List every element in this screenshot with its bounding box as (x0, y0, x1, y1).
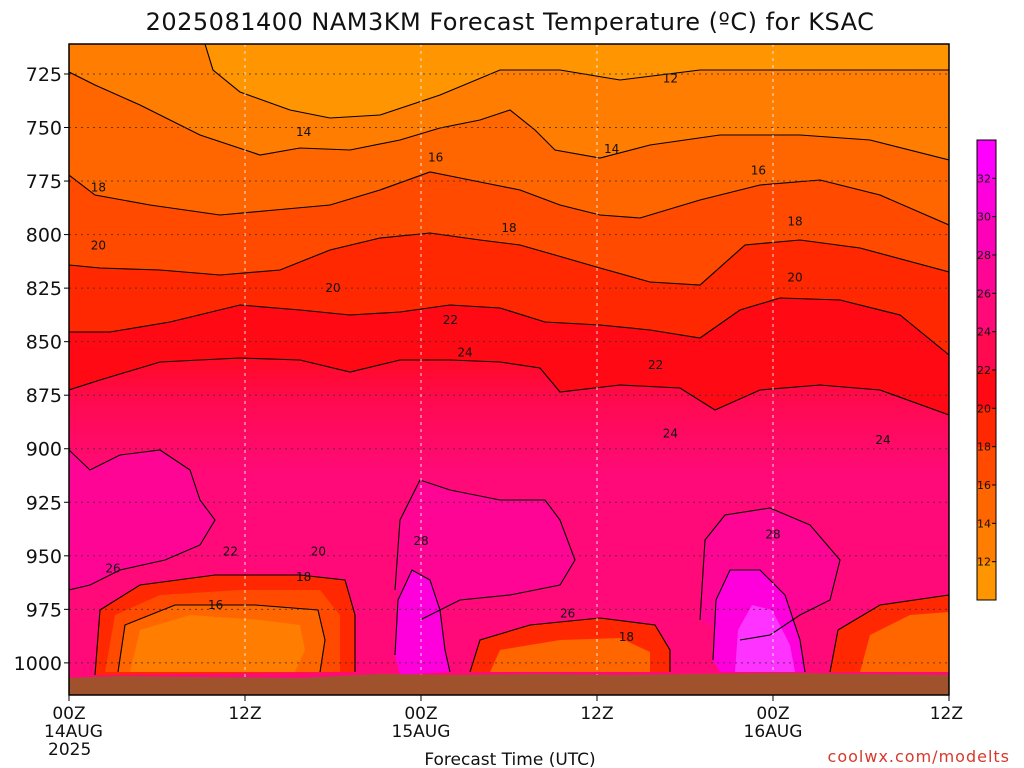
contour-label: 14 (296, 125, 311, 139)
colorbar-swatch (977, 561, 996, 601)
band-magenta-mid (395, 480, 575, 620)
x-tick-label: 00Z (52, 704, 85, 724)
colorbar-swatch (977, 446, 996, 486)
colorbar: 12 14 16 18 20 22 24 26 28 30 32 (976, 139, 997, 601)
contour-label: 20 (325, 281, 340, 295)
gridlines (69, 44, 949, 695)
band-orange-2 (69, 44, 949, 160)
band-warm-pocket-right-2 (860, 612, 949, 672)
y-tick-label: 900 (26, 439, 62, 461)
colorbar-label: 26 (977, 287, 991, 300)
colorbar-label: 12 (977, 556, 991, 569)
y-tick-label: 850 (26, 332, 62, 354)
contour-label: 24 (457, 345, 472, 359)
credit-text: coolwx.com/modelts (828, 747, 1010, 766)
colorbar-swatch (977, 408, 996, 448)
contour-label: 20 (91, 238, 106, 252)
x-date-label: 14AUG (44, 722, 103, 742)
terrain-ground (69, 673, 949, 695)
colorbar-swatch (977, 293, 996, 333)
y-tick-label: 775 (26, 171, 62, 193)
band-red-orange (69, 172, 949, 285)
contour-label: 12 (663, 71, 678, 85)
y-tick-label: 950 (26, 546, 62, 568)
colorbar-swatch (977, 485, 996, 524)
y-tick-label: 975 (26, 599, 62, 621)
contour-label: 18 (619, 630, 634, 644)
contour-label: 22 (223, 545, 238, 559)
y-axis: 725 750 775 800 825 850 875 900 925 950 975 1000 (14, 64, 69, 675)
colorbar-swatch (977, 140, 996, 179)
contour-label: 18 (787, 215, 802, 229)
colorbar-label: 24 (977, 326, 991, 339)
y-tick-label: 750 (26, 118, 62, 140)
contour-label: 22 (648, 358, 663, 372)
x-date-label: 15AUG (392, 722, 451, 742)
band-deep-orange (69, 72, 949, 225)
colorbar-label: 16 (977, 479, 991, 492)
contour-label: 16 (751, 163, 766, 177)
x-date-label: 16AUG (744, 722, 803, 742)
contour-label: 26 (560, 607, 575, 621)
band-orange-top (205, 44, 949, 118)
x-tick-label: 12Z (930, 704, 963, 724)
band-magenta-left (69, 450, 215, 590)
y-tick-label: 1000 (14, 653, 62, 675)
contour-label: 18 (91, 180, 106, 194)
contour-label: 16 (428, 150, 443, 164)
y-tick-label: 925 (26, 492, 62, 514)
colorbar-label: 14 (977, 517, 991, 530)
x-tick-label: 12Z (580, 704, 613, 724)
y-tick-label: 825 (26, 278, 62, 300)
colorbar-swatch (977, 370, 996, 409)
colorbar-label: 30 (977, 211, 991, 224)
contour-label: 14 (604, 142, 619, 156)
contour-label: 22 (443, 313, 458, 327)
colorbar-swatch (977, 523, 996, 563)
contour-label: 20 (311, 545, 326, 559)
contour-label: 24 (663, 427, 678, 441)
colorbar-label: 28 (977, 249, 991, 262)
contour-label: 28 (413, 534, 428, 548)
colorbar-label: 22 (977, 364, 991, 377)
y-tick-label: 875 (26, 385, 62, 407)
band-violet-core (735, 605, 795, 672)
band-warm-pocket-left-4 (130, 615, 305, 672)
colorbar-label: 18 (977, 441, 991, 454)
contour-label: 28 (765, 527, 780, 541)
band-warm-pocket-mid-2 (490, 638, 650, 672)
contour-label: 24 (875, 433, 890, 447)
colorbar-swatch (977, 331, 996, 371)
x-tick-label: 00Z (756, 704, 789, 724)
band-red (69, 233, 949, 355)
x-axis-title: Forecast Time (UTC) (424, 750, 595, 768)
colorbar-swatch (977, 255, 996, 294)
contour-label: 18 (296, 570, 311, 584)
band-violet-mid (395, 570, 450, 675)
y-tick-label: 725 (26, 64, 62, 86)
x-year-label: 2025 (48, 740, 91, 760)
contour-label: 20 (787, 270, 802, 284)
band-crimson (69, 298, 949, 415)
colorbar-swatch (977, 178, 996, 218)
colorbar-swatch (977, 216, 996, 256)
contour-label: 18 (501, 221, 516, 235)
chart-title: 2025081400 NAM3KM Forecast Temperature (… (146, 8, 875, 36)
x-tick-label: 00Z (404, 704, 437, 724)
contour-label: 16 (208, 598, 223, 612)
contour-label: 26 (105, 562, 120, 576)
colorbar-label: 20 (977, 402, 991, 415)
contour-lines (69, 44, 949, 676)
y-tick-label: 800 (26, 225, 62, 247)
x-tick-label: 12Z (228, 704, 261, 724)
colorbar-label: 32 (977, 172, 991, 185)
plot-frame (68, 43, 950, 696)
